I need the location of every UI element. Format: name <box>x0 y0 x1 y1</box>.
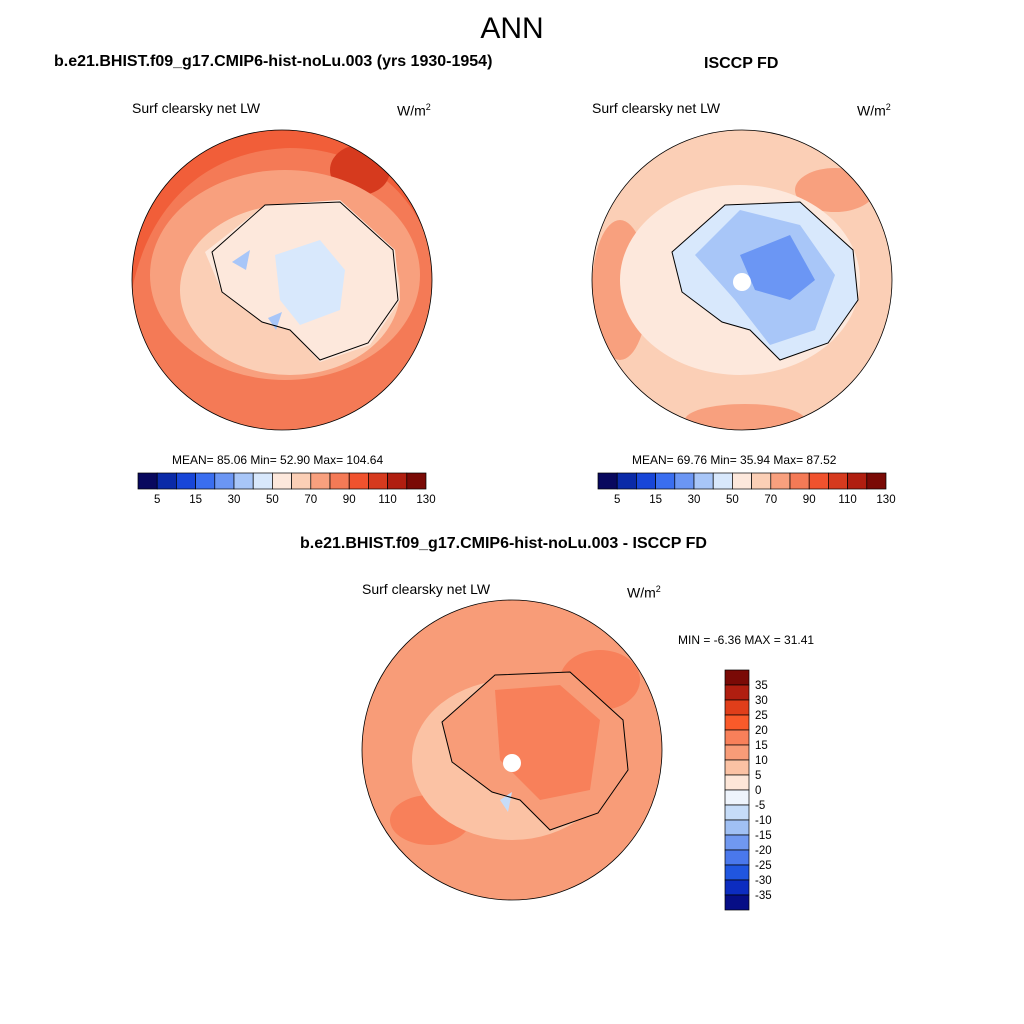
obs-colorbar: 5 15 30 50 70 90 110 130 <box>597 472 896 506</box>
diff-colorbar-tick-label: 35 <box>755 680 768 692</box>
obs-polar-map <box>591 129 893 431</box>
model-units: W/m2 <box>397 102 431 119</box>
model-colorbar-tick-label: 90 <box>343 494 356 506</box>
model-colorbar-tick-label: 130 <box>416 494 435 506</box>
model-colorbar-swatch <box>348 472 369 490</box>
model-colorbar-tick-label: 110 <box>378 494 396 506</box>
diff-colorbar-swatch <box>724 744 750 761</box>
model-colorbar-tick-label: 5 <box>154 494 160 506</box>
obs-colorbar-tick-label: 70 <box>764 494 777 506</box>
diff-colorbar-swatch <box>724 759 750 776</box>
obs-colorbar-tick-label: 30 <box>688 494 701 506</box>
diff-colorbar-tick-label: 5 <box>755 770 761 782</box>
model-colorbar-swatch <box>176 472 196 490</box>
obs-colorbar-tick-label: 5 <box>614 494 620 506</box>
model-colorbar-swatch <box>291 472 312 490</box>
diff-colorbar-swatch <box>724 804 750 821</box>
obs-colorbar-tick-label: 15 <box>649 494 662 506</box>
diff-colorbar-tick-label: -15 <box>755 830 772 842</box>
obs-colorbar-swatch <box>616 472 637 490</box>
diff-panel-title: b.e21.BHIST.f09_g17.CMIP6-hist-noLu.003 … <box>300 535 707 552</box>
obs-variable-label: Surf clearsky net LW <box>592 100 721 116</box>
obs-colorbar-tick-label: 90 <box>803 494 816 506</box>
model-colorbar-swatch <box>233 472 254 490</box>
model-colorbar-swatch <box>272 472 292 490</box>
diff-variable-label: Surf clearsky net LW <box>362 581 491 597</box>
diff-colorbar-tick-label: 15 <box>755 740 768 752</box>
diff-colorbar-tick-label: 20 <box>755 725 768 737</box>
diff-colorbar-swatch <box>724 699 750 716</box>
diff-colorbar-swatch <box>724 819 750 836</box>
obs-colorbar-swatch <box>770 472 791 490</box>
obs-colorbar-swatch <box>789 472 810 490</box>
model-colorbar: 5 15 30 50 70 90 110 130 <box>137 472 436 506</box>
diff-colorbar-tick-label: -35 <box>755 890 772 902</box>
model-stats: MEAN= 85.06 Min= 52.90 Max= 104.64 <box>172 453 384 467</box>
diff-colorbar-tick-label: 30 <box>755 695 768 707</box>
model-panel-title: b.e21.BHIST.f09_g17.CMIP6-hist-noLu.003 … <box>54 53 493 70</box>
model-polar-map <box>131 129 433 431</box>
obs-colorbar-swatch <box>866 472 887 490</box>
obs-panel-title: ISCCP FD <box>704 55 779 72</box>
diff-colorbar-tick-label: 0 <box>755 785 761 797</box>
diff-colorbar-tick-label: -10 <box>755 815 772 827</box>
diff-colorbar-swatch <box>724 774 750 791</box>
obs-colorbar-tick-label: 110 <box>838 494 856 506</box>
diff-colorbar-swatch <box>724 669 750 686</box>
obs-colorbar-tick-label: 130 <box>876 494 895 506</box>
diff-colorbar-swatch <box>724 849 750 866</box>
obs-colorbar-swatch <box>732 472 752 490</box>
diff-colorbar-tick-label: -5 <box>755 800 765 812</box>
model-colorbar-swatch <box>137 472 158 490</box>
model-colorbar-tick-label: 15 <box>189 494 202 506</box>
diff-colorbar-tick-label: -30 <box>755 875 772 887</box>
diff-colorbar-tick-label: -20 <box>755 845 772 857</box>
model-variable-label: Surf clearsky net LW <box>132 100 261 116</box>
model-colorbar-tick-label: 30 <box>228 494 241 506</box>
model-colorbar-swatch <box>214 472 235 490</box>
obs-colorbar-swatch <box>808 472 829 490</box>
model-colorbar-swatch <box>195 472 216 490</box>
diff-colorbar-swatch <box>724 879 750 896</box>
model-colorbar-swatch <box>310 472 331 490</box>
obs-colorbar-swatch <box>847 472 868 490</box>
diff-colorbar-tick-label: 25 <box>755 710 768 722</box>
diff-colorbar-swatch <box>724 729 750 746</box>
obs-colorbar-swatch <box>655 472 676 490</box>
diff-colorbar-tick-label: 10 <box>755 755 768 767</box>
model-colorbar-swatch <box>156 472 177 490</box>
diff-colorbar-swatch <box>724 894 750 911</box>
diff-colorbar-swatch <box>724 834 750 851</box>
diff-colorbar-swatch <box>724 864 750 881</box>
model-colorbar-swatch <box>387 472 408 490</box>
obs-colorbar-swatch <box>636 472 656 490</box>
model-colorbar-swatch <box>329 472 350 490</box>
diff-colorbar-swatch <box>724 684 750 701</box>
diff-colorbar-swatch <box>724 789 750 806</box>
obs-colorbar-swatch <box>693 472 714 490</box>
obs-units: W/m2 <box>857 102 891 119</box>
model-colorbar-swatch <box>406 472 427 490</box>
model-colorbar-swatch <box>368 472 388 490</box>
model-colorbar-tick-label: 50 <box>266 494 279 506</box>
obs-stats: MEAN= 69.76 Min= 35.94 Max= 87.52 <box>632 453 837 467</box>
obs-colorbar-swatch <box>828 472 848 490</box>
diff-polar-map <box>361 599 663 901</box>
obs-colorbar-tick-label: 50 <box>726 494 739 506</box>
diff-colorbar: 35 30 25 20 15 10 5 0 -5 -10 -15 -20 -25 -30 -35 <box>724 669 772 911</box>
model-colorbar-swatch <box>252 472 273 490</box>
obs-colorbar-swatch <box>751 472 772 490</box>
diff-stats: MIN = -6.36 MAX = 31.41 <box>678 633 815 647</box>
diff-colorbar-swatch <box>724 714 750 731</box>
obs-colorbar-swatch <box>597 472 618 490</box>
main-title: ANN <box>480 12 544 45</box>
diff-colorbar-tick-label: -25 <box>755 860 772 872</box>
model-colorbar-tick-label: 70 <box>304 494 317 506</box>
obs-colorbar-swatch <box>712 472 733 490</box>
obs-colorbar-swatch <box>674 472 695 490</box>
diff-units: W/m2 <box>627 584 661 601</box>
